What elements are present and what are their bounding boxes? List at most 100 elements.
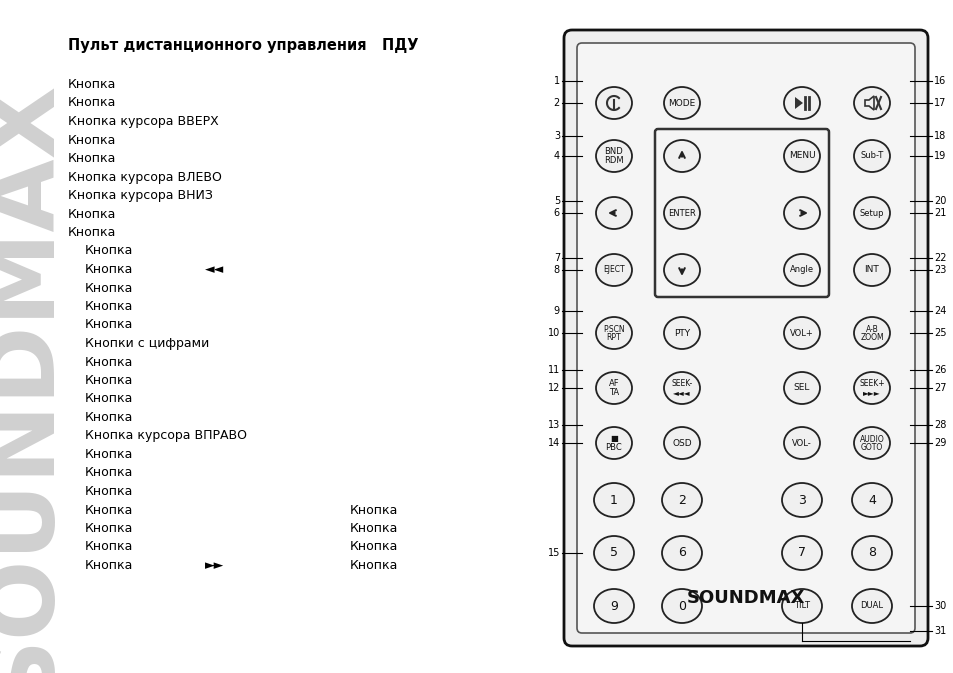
Ellipse shape	[594, 483, 634, 517]
Text: Кнопка: Кнопка	[68, 96, 116, 110]
Text: Angle: Angle	[789, 266, 813, 275]
Ellipse shape	[596, 317, 631, 349]
Text: 31: 31	[933, 626, 945, 636]
Ellipse shape	[661, 536, 701, 570]
Text: GOTO: GOTO	[860, 443, 882, 452]
Text: 2: 2	[678, 493, 685, 507]
Text: 19: 19	[933, 151, 945, 161]
Text: 28: 28	[933, 420, 945, 430]
Text: 8: 8	[554, 265, 559, 275]
Text: Кнопка курсора ВВЕРХ: Кнопка курсора ВВЕРХ	[68, 115, 218, 128]
Text: Кнопка: Кнопка	[68, 207, 116, 221]
Ellipse shape	[853, 87, 889, 119]
Text: 22: 22	[933, 253, 945, 263]
Ellipse shape	[851, 589, 891, 623]
Ellipse shape	[853, 254, 889, 286]
Text: BND: BND	[604, 147, 622, 157]
Text: ZOOM: ZOOM	[860, 333, 882, 342]
Ellipse shape	[663, 427, 700, 459]
Ellipse shape	[594, 589, 634, 623]
Text: Кнопки с цифрами: Кнопки с цифрами	[85, 337, 209, 350]
Text: ENTER: ENTER	[667, 209, 695, 217]
Text: PBC: PBC	[605, 443, 621, 452]
Ellipse shape	[853, 140, 889, 172]
Text: 29: 29	[933, 438, 945, 448]
Text: Пульт дистанционного управления   ПДУ: Пульт дистанционного управления ПДУ	[68, 38, 418, 53]
Ellipse shape	[851, 483, 891, 517]
FancyBboxPatch shape	[577, 43, 914, 633]
Text: 4: 4	[867, 493, 875, 507]
Text: 26: 26	[933, 365, 945, 375]
Text: Кнопка: Кнопка	[85, 466, 133, 479]
Text: VOL+: VOL+	[789, 328, 813, 337]
Ellipse shape	[783, 87, 820, 119]
Text: Кнопка: Кнопка	[85, 281, 133, 295]
Text: 1: 1	[609, 493, 618, 507]
Text: 7: 7	[553, 253, 559, 263]
Text: INT: INT	[863, 266, 879, 275]
Text: Setup: Setup	[859, 209, 883, 217]
Text: RDM: RDM	[603, 156, 623, 165]
Ellipse shape	[661, 483, 701, 517]
Text: 11: 11	[547, 365, 559, 375]
Text: Кнопка: Кнопка	[85, 559, 133, 572]
Text: Кнопка: Кнопка	[68, 152, 116, 165]
Text: 5: 5	[553, 196, 559, 206]
Ellipse shape	[596, 87, 631, 119]
Text: Кнопка: Кнопка	[350, 559, 398, 572]
Ellipse shape	[596, 140, 631, 172]
Text: 1: 1	[554, 76, 559, 86]
Text: 17: 17	[933, 98, 945, 108]
Text: SEL: SEL	[793, 384, 809, 392]
Text: 9: 9	[609, 600, 618, 612]
Text: 15: 15	[547, 548, 559, 558]
Text: 24: 24	[933, 306, 945, 316]
Text: 5: 5	[609, 546, 618, 559]
Text: Кнопка: Кнопка	[85, 522, 133, 535]
Text: Кнопка: Кнопка	[85, 485, 133, 498]
Text: 25: 25	[933, 328, 945, 338]
Text: ►►►: ►►►	[862, 388, 880, 397]
Ellipse shape	[663, 87, 700, 119]
Text: VOL-: VOL-	[791, 439, 811, 448]
Text: 6: 6	[554, 208, 559, 218]
Ellipse shape	[663, 317, 700, 349]
Ellipse shape	[783, 372, 820, 404]
Text: 10: 10	[547, 328, 559, 338]
Text: Кнопка: Кнопка	[85, 503, 133, 516]
Text: SEEK-: SEEK-	[671, 380, 692, 388]
Text: Кнопка: Кнопка	[68, 226, 116, 239]
FancyBboxPatch shape	[563, 30, 927, 646]
Text: ►►: ►►	[205, 559, 224, 572]
Ellipse shape	[853, 427, 889, 459]
Text: Кнопка: Кнопка	[350, 540, 398, 553]
Text: OSD: OSD	[672, 439, 691, 448]
Text: 6: 6	[678, 546, 685, 559]
Text: Кнопка: Кнопка	[85, 263, 133, 276]
Text: 0: 0	[678, 600, 685, 612]
Text: Кнопка курсора ВЛЕВО: Кнопка курсора ВЛЕВО	[68, 170, 222, 184]
Text: 8: 8	[867, 546, 875, 559]
Text: Кнопка: Кнопка	[350, 503, 398, 516]
Text: AF: AF	[608, 380, 618, 388]
Text: 3: 3	[554, 131, 559, 141]
Text: Кнопка: Кнопка	[85, 374, 133, 387]
Text: MENU: MENU	[788, 151, 815, 160]
Ellipse shape	[661, 589, 701, 623]
Ellipse shape	[781, 483, 821, 517]
Text: SOUNDMAX: SOUNDMAX	[686, 589, 804, 607]
Ellipse shape	[663, 197, 700, 229]
Text: 4: 4	[554, 151, 559, 161]
Text: Кнопка: Кнопка	[85, 540, 133, 553]
Ellipse shape	[853, 197, 889, 229]
Text: RPT: RPT	[606, 333, 620, 342]
Text: Кнопка: Кнопка	[350, 522, 398, 535]
Ellipse shape	[663, 254, 700, 286]
Ellipse shape	[594, 536, 634, 570]
Text: ■: ■	[609, 435, 618, 444]
Ellipse shape	[596, 427, 631, 459]
Ellipse shape	[783, 140, 820, 172]
Text: ◄◄◄: ◄◄◄	[673, 388, 690, 397]
Ellipse shape	[783, 427, 820, 459]
Ellipse shape	[853, 317, 889, 349]
